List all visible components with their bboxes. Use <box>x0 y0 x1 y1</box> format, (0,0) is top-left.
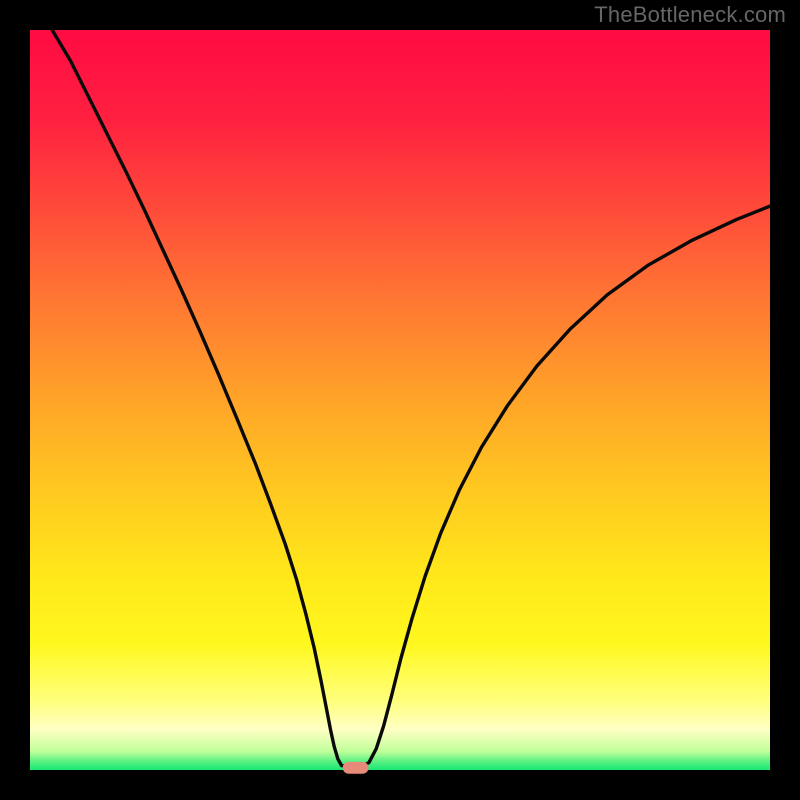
chart-container: TheBottleneck.com <box>0 0 800 800</box>
optimal-marker <box>343 762 369 774</box>
bottleneck-chart <box>0 0 800 800</box>
watermark-label: TheBottleneck.com <box>594 2 786 28</box>
